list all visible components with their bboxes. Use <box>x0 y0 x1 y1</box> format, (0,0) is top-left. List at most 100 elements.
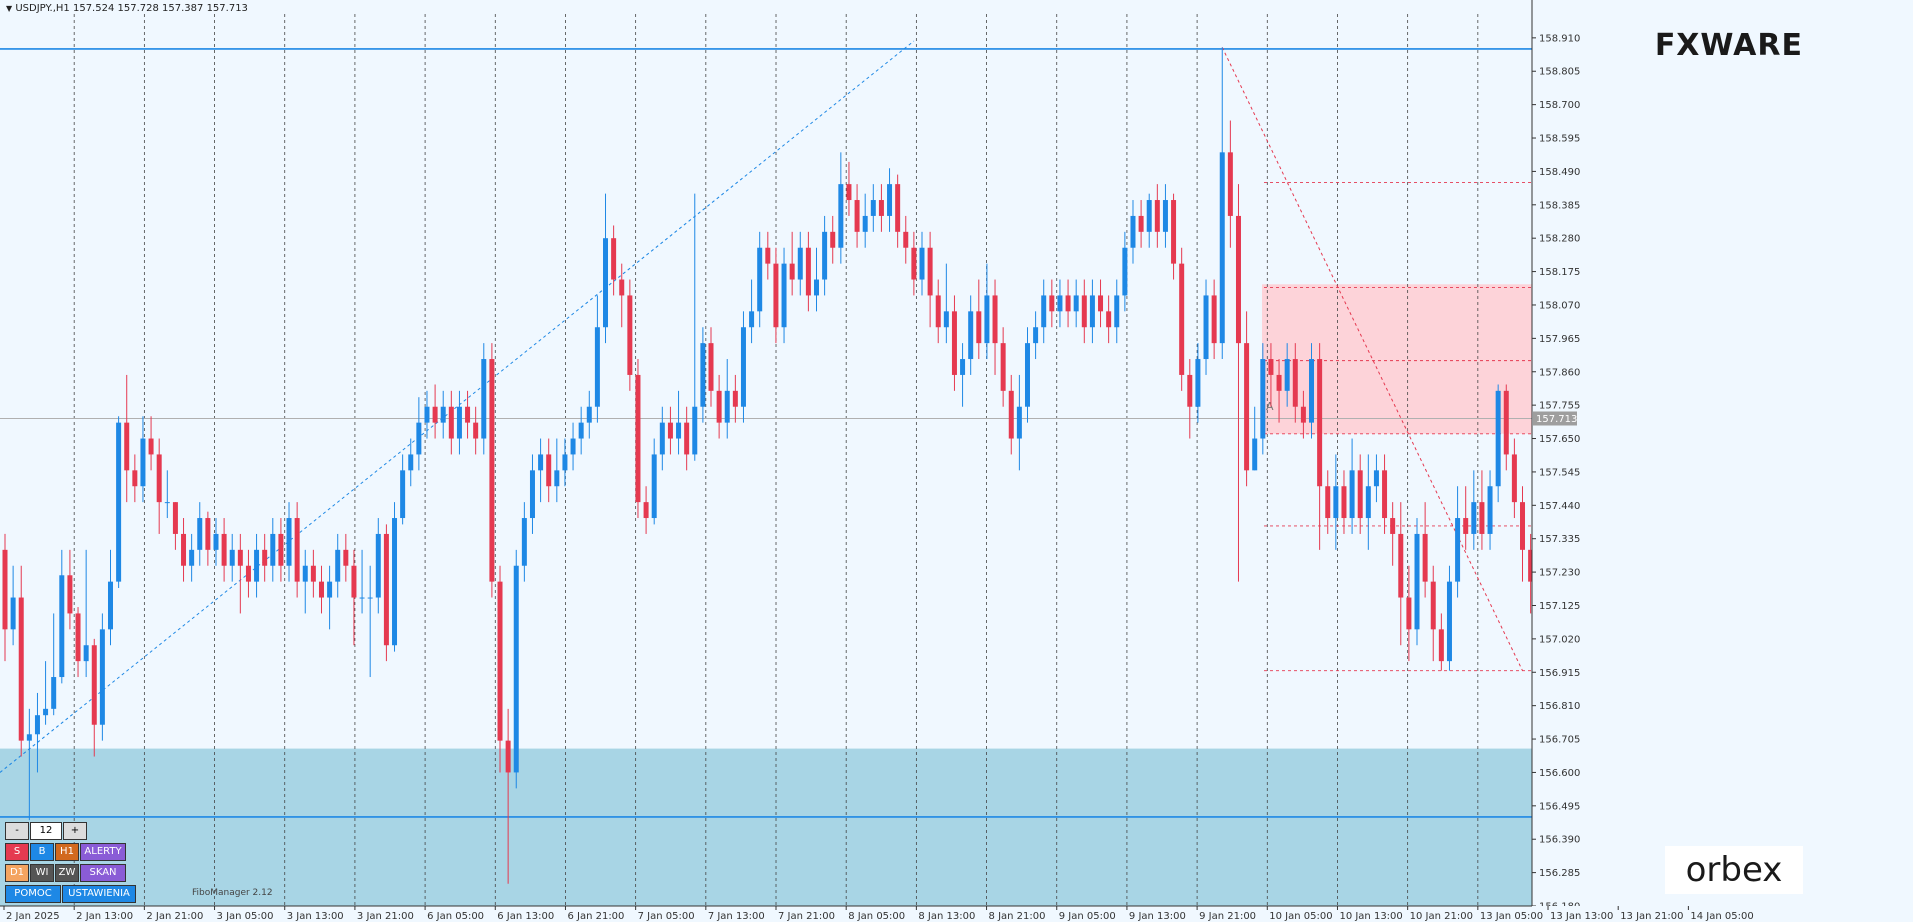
candle-body[interactable] <box>1187 374 1193 407</box>
candle-body[interactable] <box>327 581 333 598</box>
candle-body[interactable] <box>1122 247 1128 296</box>
candle-body[interactable] <box>481 359 487 439</box>
candle-body[interactable] <box>562 454 568 471</box>
candle-body[interactable] <box>335 549 341 582</box>
candle-body[interactable] <box>586 406 592 423</box>
candle-body[interactable] <box>1365 486 1371 519</box>
candle-body[interactable] <box>83 645 89 662</box>
pomoc-button[interactable]: POMOC <box>5 885 61 903</box>
candle-body[interactable] <box>781 263 787 328</box>
candle-body[interactable] <box>1406 597 1412 630</box>
candle-body[interactable] <box>456 406 462 439</box>
candle-body[interactable] <box>505 740 511 773</box>
candle-body[interactable] <box>1341 486 1347 519</box>
candle-body[interactable] <box>805 247 811 296</box>
candle-body[interactable] <box>26 734 32 741</box>
candle-body[interactable] <box>927 247 933 296</box>
candle-body[interactable] <box>237 549 243 566</box>
candle-body[interactable] <box>164 502 170 504</box>
candle-body[interactable] <box>1203 295 1209 360</box>
candle-body[interactable] <box>521 518 527 566</box>
candle-body[interactable] <box>951 311 957 375</box>
candle-body[interactable] <box>1503 390 1509 455</box>
sell-button[interactable]: S <box>5 843 29 861</box>
candle-body[interactable] <box>611 238 617 280</box>
candle-body[interactable] <box>984 295 990 344</box>
candle-body[interactable] <box>34 715 40 735</box>
candle-body[interactable] <box>1179 263 1185 375</box>
candle-body[interactable] <box>302 565 308 582</box>
candle-body[interactable] <box>1146 200 1152 232</box>
candle-body[interactable] <box>627 295 633 375</box>
candle-body[interactable] <box>1495 390 1501 487</box>
candle-body[interactable] <box>245 565 251 582</box>
candle-body[interactable] <box>1260 359 1266 439</box>
candle-body[interactable] <box>635 374 641 503</box>
candle-body[interactable] <box>603 238 609 328</box>
candle-body[interactable] <box>854 200 860 232</box>
increase-button[interactable]: + <box>63 822 87 840</box>
candle-body[interactable] <box>1081 295 1087 328</box>
candle-body[interactable] <box>1333 486 1339 519</box>
candle-body[interactable] <box>1130 215 1136 248</box>
candle-body[interactable] <box>124 422 130 471</box>
candle-body[interactable] <box>1414 533 1420 630</box>
candle-body[interactable] <box>375 533 381 598</box>
candle-body[interactable] <box>570 438 576 455</box>
candle-body[interactable] <box>960 359 966 375</box>
candle-body[interactable] <box>667 422 673 439</box>
alerty-button[interactable]: ALERTY <box>80 843 126 861</box>
candle-body[interactable] <box>1024 343 1030 407</box>
candle-body[interactable] <box>1276 374 1282 391</box>
candle-body[interactable] <box>1211 295 1217 344</box>
candle-body[interactable] <box>229 549 235 566</box>
candle-body[interactable] <box>489 359 495 582</box>
candle-body[interactable] <box>1008 390 1014 439</box>
candle-body[interactable] <box>692 406 698 455</box>
candle-body[interactable] <box>294 518 300 582</box>
candle-body[interactable] <box>1162 200 1168 232</box>
candle-body[interactable] <box>132 470 138 487</box>
candle-body[interactable] <box>343 549 349 566</box>
candle-body[interactable] <box>724 390 730 423</box>
candle-body[interactable] <box>578 422 584 439</box>
candle-body[interactable] <box>1325 486 1331 519</box>
candle-body[interactable] <box>1114 295 1120 328</box>
candle-body[interactable] <box>1398 533 1404 598</box>
candle-body[interactable] <box>1195 359 1201 407</box>
candle-body[interactable] <box>757 247 763 312</box>
candle-body[interactable] <box>416 422 422 455</box>
candle-body[interactable] <box>1422 533 1428 582</box>
dropdown-arrow-icon[interactable]: ▼ <box>6 4 13 13</box>
candle-body[interactable] <box>538 454 544 471</box>
candle-body[interactable] <box>878 200 884 216</box>
candle-body[interactable] <box>1235 215 1241 344</box>
candle-body[interactable] <box>676 422 682 439</box>
candle-body[interactable] <box>1033 327 1039 344</box>
candle-body[interactable] <box>765 247 771 264</box>
zw-button[interactable]: ZW <box>55 864 79 882</box>
candle-body[interactable] <box>1317 359 1323 487</box>
candle-body[interactable] <box>181 533 187 566</box>
candle-body[interactable] <box>1349 470 1355 519</box>
candle-body[interactable] <box>67 575 73 614</box>
candle-body[interactable] <box>1520 502 1526 550</box>
candle-body[interactable] <box>529 470 535 519</box>
candle-body[interactable] <box>18 597 24 741</box>
skan-button[interactable]: SKAN <box>80 864 126 882</box>
candle-body[interactable] <box>392 518 398 646</box>
candle-body[interactable] <box>1528 549 1534 582</box>
candle-body[interactable] <box>732 390 738 407</box>
candle-body[interactable] <box>1138 215 1144 232</box>
buy-button[interactable]: B <box>30 843 54 861</box>
candle-body[interactable] <box>497 581 503 741</box>
candle-body[interactable] <box>1252 438 1258 471</box>
candle-body[interactable] <box>830 231 836 248</box>
ustawienia-button[interactable]: USTAWIENIA <box>62 885 136 903</box>
candle-body[interactable] <box>1284 359 1290 391</box>
candle-body[interactable] <box>367 597 373 599</box>
candle-body[interactable] <box>773 263 779 328</box>
candle-body[interactable] <box>659 422 665 455</box>
candle-body[interactable] <box>351 565 357 598</box>
candle-body[interactable] <box>1300 406 1306 423</box>
